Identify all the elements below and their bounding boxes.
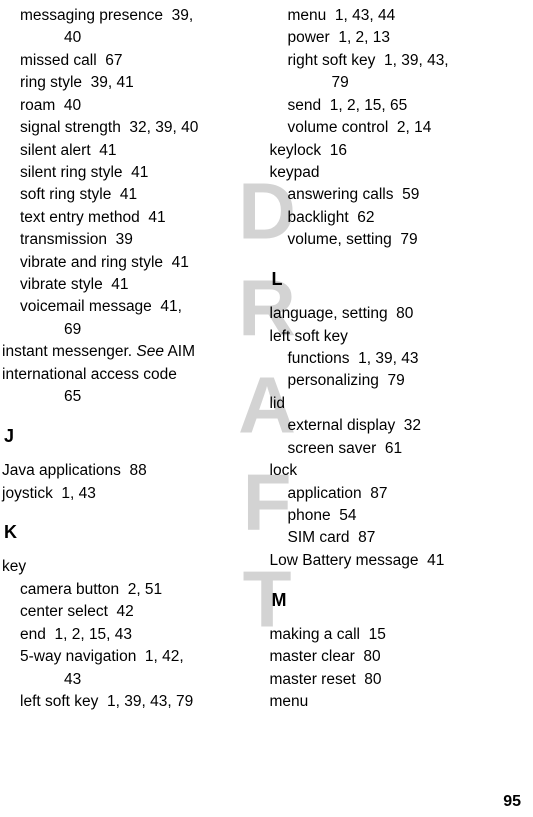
index-entry: menu <box>270 692 518 713</box>
index-entry: master clear 80 <box>270 647 518 668</box>
section-heading: M <box>270 590 518 611</box>
section-heading: J <box>2 426 250 447</box>
index-entry: center select 42 <box>2 602 250 623</box>
index-entry: ring style 39, 41 <box>2 73 250 94</box>
page-number: 95 <box>503 793 521 811</box>
index-entry-continuation: 69 <box>2 320 250 341</box>
section-heading: L <box>270 269 518 290</box>
index-entry: messaging presence 39, <box>2 6 250 27</box>
index-entry: phone 54 <box>270 506 518 527</box>
index-entry: lid <box>270 394 518 415</box>
index-entry: personalizing 79 <box>270 371 518 392</box>
index-entry: joystick 1, 43 <box>2 484 250 505</box>
index-entry: functions 1, 39, 43 <box>270 349 518 370</box>
index-entry: right soft key 1, 39, 43, <box>270 51 518 72</box>
index-entry: language, setting 80 <box>270 304 518 325</box>
index-entry: application 87 <box>270 484 518 505</box>
index-entry: vibrate style 41 <box>2 275 250 296</box>
index-entry: missed call 67 <box>2 51 250 72</box>
index-entry: instant messenger. See AIM <box>2 342 250 363</box>
index-entry: master reset 80 <box>270 670 518 691</box>
index-entry: making a call 15 <box>270 625 518 646</box>
index-entry: keypad <box>270 163 518 184</box>
index-entry: vibrate and ring style 41 <box>2 253 250 274</box>
index-entry: backlight 62 <box>270 208 518 229</box>
index-entry: transmission 39 <box>2 230 250 251</box>
index-entry: soft ring style 41 <box>2 185 250 206</box>
section-heading: K <box>2 522 250 543</box>
index-entry: left soft key <box>270 327 518 348</box>
index-entry: key <box>2 557 250 578</box>
left-column: messaging presence 39,40missed call 67ri… <box>0 6 256 780</box>
index-content: messaging presence 39,40missed call 67ri… <box>0 0 533 790</box>
index-entry: menu 1, 43, 44 <box>270 6 518 27</box>
index-entry: volume, setting 79 <box>270 230 518 251</box>
index-entry: international access code <box>2 365 250 386</box>
index-entry: text entry method 41 <box>2 208 250 229</box>
index-entry: silent ring style 41 <box>2 163 250 184</box>
index-entry: power 1, 2, 13 <box>270 28 518 49</box>
index-entry: roam 40 <box>2 96 250 117</box>
index-entry: voicemail message 41, <box>2 297 250 318</box>
right-column: menu 1, 43, 44power 1, 2, 13right soft k… <box>256 6 524 780</box>
index-entry: external display 32 <box>270 416 518 437</box>
index-entry: camera button 2, 51 <box>2 580 250 601</box>
index-entry: answering calls 59 <box>270 185 518 206</box>
index-entry: signal strength 32, 39, 40 <box>2 118 250 139</box>
index-entry: 5-way navigation 1, 42, <box>2 647 250 668</box>
index-entry: volume control 2, 14 <box>270 118 518 139</box>
index-entry-continuation: 40 <box>2 28 250 49</box>
index-entry: keylock 16 <box>270 141 518 162</box>
index-entry: SIM card 87 <box>270 528 518 549</box>
index-entry: left soft key 1, 39, 43, 79 <box>2 692 250 713</box>
index-entry: Low Battery message 41 <box>270 551 518 572</box>
index-entry: screen saver 61 <box>270 439 518 460</box>
index-entry: send 1, 2, 15, 65 <box>270 96 518 117</box>
index-entry-continuation: 43 <box>2 670 250 691</box>
index-entry-continuation: 79 <box>270 73 518 94</box>
index-entry: lock <box>270 461 518 482</box>
index-entry: silent alert 41 <box>2 141 250 162</box>
index-entry: end 1, 2, 15, 43 <box>2 625 250 646</box>
index-entry: Java applications 88 <box>2 461 250 482</box>
index-entry-continuation: 65 <box>2 387 250 408</box>
